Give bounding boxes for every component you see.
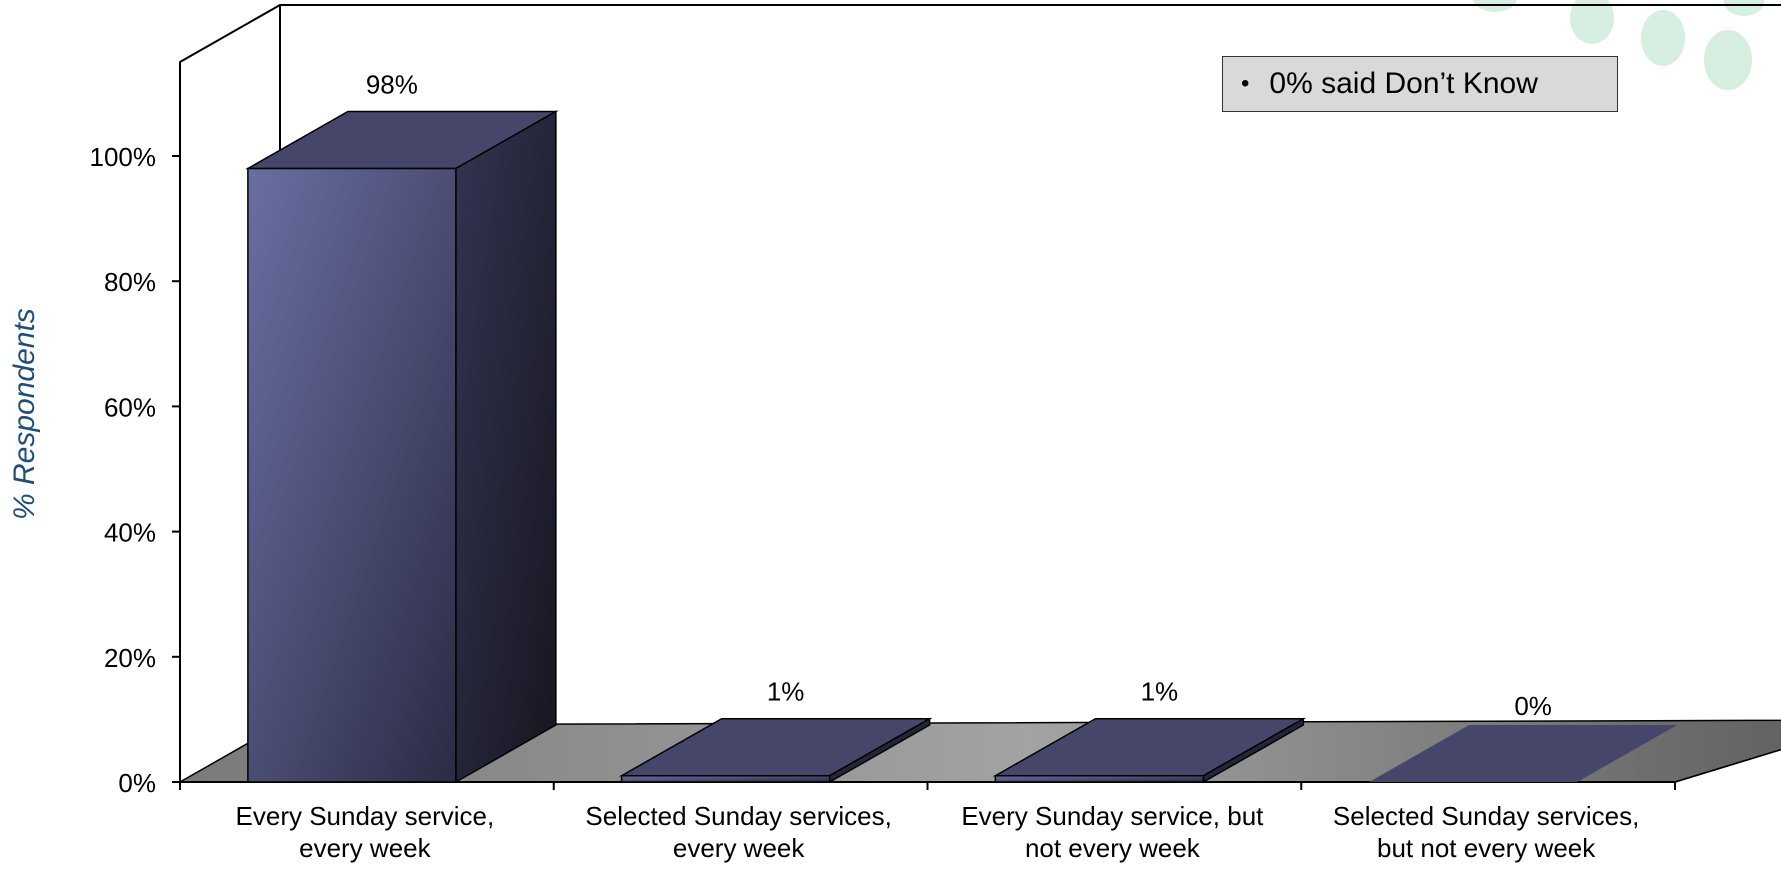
x-tick-label: Every Sunday service, but not every week [961,801,1264,863]
data-labels: 98% 1% 1% 0% [366,70,1552,721]
bar [618,717,933,784]
bar-side [455,110,557,784]
y-tick-label: 100% [90,142,157,172]
bar [245,110,559,784]
data-label: 1% [767,677,805,707]
x-tick-label: Every Sunday service, every week [236,801,495,863]
x-tick-label: Selected Sunday services, but not every w… [1333,801,1639,863]
bar-front [620,774,831,783]
y-tick-label: 40% [104,518,156,548]
annotation-text: 0% said Don’t Know [1269,67,1538,100]
y-tick-label: 80% [104,267,156,297]
bullet-icon: • [1241,70,1250,97]
x-axis-depth-line [1674,748,1781,783]
bar-front [247,167,457,783]
y-axis-title: % Respondents [8,308,41,520]
x-tick-label: Selected Sunday services, every week [585,801,891,863]
annotation-box: • 0% said Don’t Know [1222,56,1618,112]
data-label: 98% [366,70,418,100]
bar [1369,725,1678,782]
y-tick-label: 0% [118,768,156,798]
y-tick-label: 20% [104,643,156,673]
bars [245,110,1678,784]
decorative-dots [1473,0,1764,90]
bar [992,717,1307,784]
y-axis: 0% 20% 40% 60% 80% 100% [90,62,181,798]
data-label: 1% [1141,677,1179,707]
x-axis: Every Sunday service, every week Selected … [179,748,1781,863]
y-tick-label: 60% [104,392,156,422]
data-label: 0% [1514,691,1552,721]
bar-front [994,774,1205,783]
bar-top [1369,725,1678,782]
